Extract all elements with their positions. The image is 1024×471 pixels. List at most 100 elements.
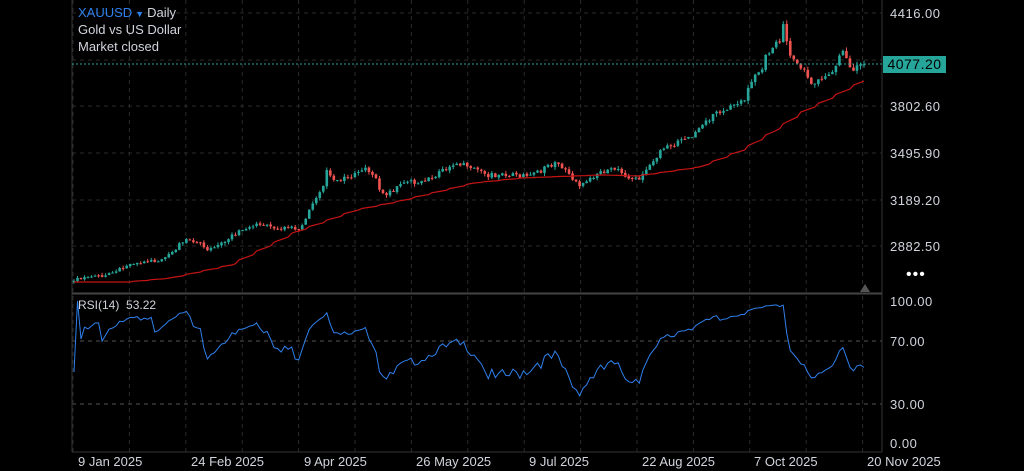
- candle-body: [634, 177, 638, 179]
- candle-body: [627, 176, 631, 179]
- candle-body: [595, 173, 599, 179]
- candle-body: [487, 174, 490, 178]
- rsi-line: [73, 300, 865, 397]
- rsi-tick: 70.00: [890, 334, 926, 349]
- candle-body: [602, 171, 606, 174]
- candle-body: [588, 177, 592, 182]
- candle-body: [557, 162, 560, 165]
- candle-body: [195, 241, 199, 243]
- candle-body: [286, 227, 290, 229]
- candle-body: [641, 173, 645, 180]
- candle-body: [248, 227, 251, 229]
- candle-body: [718, 111, 722, 114]
- candle-body: [202, 242, 206, 248]
- scroll-to-end-icon[interactable]: [860, 284, 870, 292]
- price-tick: 3495.90: [890, 146, 941, 161]
- interval-label[interactable]: Daily: [147, 5, 177, 20]
- candle-body: [788, 40, 792, 56]
- candle-body: [304, 218, 308, 225]
- candle-body: [515, 172, 518, 175]
- candle-body: [630, 177, 634, 179]
- candle-body: [553, 162, 557, 168]
- candle-body: [178, 243, 181, 250]
- candle-body: [107, 273, 111, 275]
- candle-body: [795, 59, 799, 64]
- candle-body: [606, 169, 609, 174]
- candle-body: [223, 241, 227, 243]
- candle-body: [669, 145, 673, 147]
- price-tick: 4416.00: [890, 6, 941, 21]
- candle-body: [420, 180, 423, 184]
- candle-body: [694, 131, 697, 138]
- candle-body: [810, 77, 813, 84]
- candle-body: [490, 172, 494, 178]
- candle-body: [655, 157, 659, 162]
- symbol-description: Gold vs US Dollar: [78, 22, 182, 37]
- candle-body: [764, 54, 767, 70]
- caret-down-icon[interactable]: ▼: [135, 9, 145, 19]
- candle-body: [300, 225, 304, 230]
- rsi-tick: 0.00: [890, 436, 918, 451]
- candle-body: [311, 203, 315, 210]
- candle-body: [623, 172, 627, 177]
- candle-body: [778, 41, 782, 43]
- candle-body: [732, 104, 736, 106]
- date-tick: 22 Aug 2025: [642, 454, 716, 469]
- grid-lines: [72, 0, 882, 452]
- candle-body: [806, 69, 810, 78]
- candle-body: [353, 172, 357, 178]
- candle-body: [564, 168, 567, 170]
- candle-body: [458, 163, 462, 166]
- candle-body: [448, 166, 451, 171]
- moving-average-line: [74, 80, 865, 283]
- candle-body: [592, 177, 595, 179]
- candle-body: [118, 268, 121, 272]
- candle-body: [86, 277, 90, 279]
- candle-body: [441, 168, 444, 172]
- candle-body: [711, 114, 715, 122]
- candle-body: [192, 240, 195, 243]
- candle-body: [834, 65, 838, 73]
- price-tick: 3189.20: [890, 193, 941, 208]
- candle-body: [146, 261, 150, 263]
- candle-body: [567, 169, 571, 174]
- candle-body: [750, 81, 753, 89]
- candle-body: [708, 120, 711, 122]
- candle-body: [385, 193, 388, 196]
- more-dots-icon[interactable]: •••: [906, 266, 926, 283]
- candle-body: [824, 76, 827, 79]
- candle-body: [125, 265, 128, 269]
- last-price-label: 4077.20: [883, 56, 946, 73]
- candle-body: [827, 74, 831, 76]
- candle-body: [265, 224, 269, 226]
- candle-body: [701, 124, 704, 129]
- symbol-row[interactable]: XAUUSD ▼ Daily: [78, 5, 176, 22]
- candle-body: [339, 180, 343, 182]
- date-tick: 9 Apr 2025: [304, 454, 367, 469]
- candle-body: [290, 226, 293, 228]
- candle-body: [97, 275, 100, 277]
- date-tick: 24 Feb 2025: [191, 454, 265, 469]
- candle-body: [574, 179, 578, 182]
- candle-body: [539, 170, 543, 173]
- symbol-name[interactable]: XAUUSD: [78, 5, 133, 20]
- candle-body: [357, 171, 360, 173]
- candle-body: [451, 165, 455, 167]
- date-tick: 9 Jul 2025: [529, 454, 589, 469]
- candle-body: [704, 120, 708, 125]
- candle-body: [831, 72, 834, 75]
- candle-body: [757, 72, 760, 75]
- candle-body: [427, 177, 430, 182]
- candle-body: [852, 67, 855, 71]
- candle-body: [820, 78, 824, 80]
- candle-body: [104, 275, 107, 277]
- market-status: Market closed: [78, 39, 159, 54]
- candle-body: [781, 24, 785, 42]
- candle-body: [508, 175, 511, 177]
- candle-body: [90, 276, 93, 278]
- candle-body: [483, 171, 487, 174]
- rsi-legend[interactable]: RSI(14) 53.22: [78, 298, 156, 312]
- candle-body: [546, 164, 550, 167]
- price-tick: 3802.60: [890, 99, 941, 114]
